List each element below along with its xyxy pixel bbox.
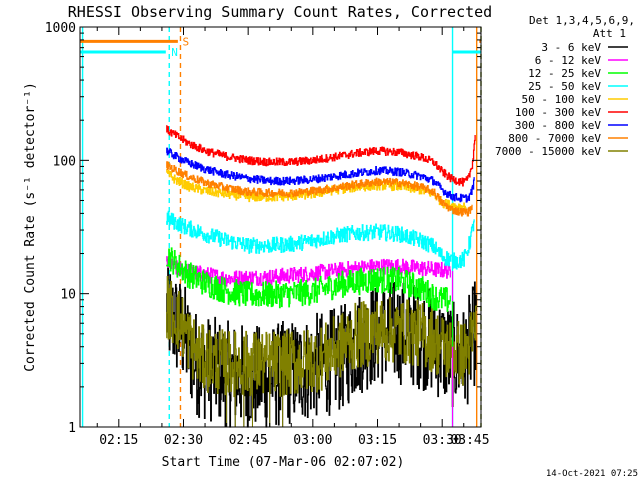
chart-title: RHESSI Observing Summary Count Rates, Co… <box>68 3 492 21</box>
legend-label: 800 - 7000 keV <box>508 132 601 145</box>
series-line <box>166 161 473 217</box>
y-tick-label: 1 <box>68 421 76 436</box>
y-tick-label: 100 <box>53 154 76 169</box>
x-tick-label: 02:45 <box>229 433 268 448</box>
legend-header: Att 1 <box>593 27 626 40</box>
series-line <box>166 247 451 312</box>
x-tick-label: 03:30 <box>423 433 462 448</box>
y-axis-label: Corrected Count Rate (s⁻¹ detector⁻¹) <box>23 82 38 372</box>
x-axis-label: Start Time (07-Mar-06 02:07:02) <box>162 455 405 470</box>
x-tick-label: 02:30 <box>164 433 203 448</box>
series-line <box>166 125 476 187</box>
y-tick-label: 10 <box>60 288 76 303</box>
x-tick-label: 03:45 <box>450 433 489 448</box>
x-tick-label: 03:15 <box>358 433 397 448</box>
legend-label: 7000 - 15000 keV <box>495 145 601 158</box>
series-layer <box>166 125 477 428</box>
series-line <box>166 210 475 270</box>
legend-label: 6 - 12 keV <box>535 54 602 67</box>
generated-timestamp: 14-Oct-2021 07:25 <box>546 469 638 479</box>
legend-label: 300 - 800 keV <box>515 119 601 132</box>
legend-header: Det 1,3,4,5,6,9, <box>529 14 635 27</box>
y-axis: 1 10 100 1000 <box>45 21 481 436</box>
legend-label: 3 - 6 keV <box>541 41 601 54</box>
marker-label: N <box>171 46 178 59</box>
legend-label: 100 - 300 keV <box>515 106 601 119</box>
x-tick-label: 03:00 <box>293 433 332 448</box>
marker-label: S <box>182 35 189 48</box>
legend-label: 50 - 100 keV <box>522 93 602 106</box>
series-line <box>166 147 475 203</box>
y-tick-label: 1000 <box>45 21 76 36</box>
plot-frame <box>79 26 482 428</box>
plot-area: SN <box>80 27 482 428</box>
x-tick-label: 02:15 <box>99 433 138 448</box>
series-line <box>166 275 477 398</box>
series-line <box>166 256 451 287</box>
legend-label: 12 - 25 keV <box>528 67 601 80</box>
legend-label: 25 - 50 keV <box>528 80 601 93</box>
